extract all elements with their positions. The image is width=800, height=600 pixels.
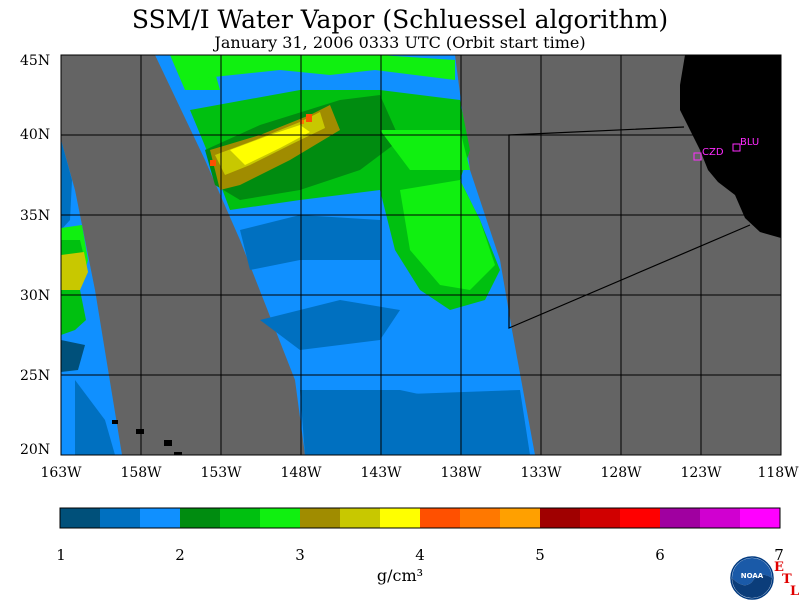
lat-label-40n: 40N bbox=[20, 127, 51, 143]
colorbar-segment bbox=[140, 508, 181, 528]
colorbar-unit-label: g/cm³ bbox=[376, 566, 424, 585]
left-swath bbox=[61, 140, 122, 455]
map-frame bbox=[60, 54, 782, 456]
lon-label-143w: 143W bbox=[360, 465, 402, 481]
station-blu-marker bbox=[732, 143, 741, 152]
land-north-america bbox=[680, 55, 781, 238]
colorbar-segment bbox=[260, 508, 301, 528]
colorbar-tick-5: 5 bbox=[535, 546, 545, 564]
etl-letter-e: E bbox=[774, 560, 784, 575]
colorbar-segment bbox=[740, 508, 781, 528]
colorbar-segment bbox=[580, 508, 621, 528]
lat-label-25n: 25N bbox=[20, 368, 51, 384]
lat-label-45n: 45N bbox=[20, 53, 51, 69]
colorbar-tick-6: 6 bbox=[655, 546, 665, 564]
colorbar-tick-4: 4 bbox=[415, 546, 425, 564]
lat-label-35n: 35N bbox=[20, 208, 51, 224]
colorbar-segment bbox=[180, 508, 221, 528]
lat-label-20n: 20N bbox=[20, 442, 51, 458]
colorbar bbox=[60, 508, 781, 528]
lat-lon-grid bbox=[61, 55, 781, 455]
colorbar-segment bbox=[500, 508, 541, 528]
lon-label-153w: 153W bbox=[200, 465, 242, 481]
colorbar-segment bbox=[60, 508, 101, 528]
station-label-blu: BLU bbox=[740, 137, 760, 148]
colorbar-segment bbox=[340, 508, 381, 528]
noaa-logo: NOAA bbox=[730, 556, 774, 600]
colorbar-tick-3: 3 bbox=[295, 546, 305, 564]
etl-letter-l: L bbox=[790, 584, 800, 599]
colorbar-segment bbox=[380, 508, 421, 528]
map-subtitle: January 31, 2006 0333 UTC (Orbit start t… bbox=[214, 33, 586, 52]
colorbar-segment bbox=[100, 508, 141, 528]
lon-label-148w: 148W bbox=[280, 465, 322, 481]
lon-label-128w: 128W bbox=[600, 465, 642, 481]
colorbar-segment bbox=[220, 508, 261, 528]
station-czd-marker bbox=[693, 152, 702, 161]
colorbar-segment bbox=[700, 508, 741, 528]
colorbar-frame bbox=[59, 507, 781, 529]
colorbar-segment bbox=[540, 508, 581, 528]
colorbar-tick-1: 1 bbox=[56, 546, 66, 564]
lon-label-163w: 163W bbox=[40, 465, 82, 481]
noaa-logo-text: NOAA bbox=[741, 572, 764, 580]
region-boundary bbox=[508, 126, 751, 329]
colorbar-segment bbox=[660, 508, 701, 528]
lon-label-118w: 118W bbox=[757, 465, 799, 481]
lon-label-123w: 123W bbox=[680, 465, 722, 481]
lat-label-30n: 30N bbox=[20, 288, 51, 304]
colorbar-segment bbox=[300, 508, 341, 528]
lon-label-138w: 138W bbox=[440, 465, 482, 481]
station-label-czd: CZD bbox=[702, 147, 724, 158]
etl-letter-t: T bbox=[782, 572, 792, 587]
colorbar-segment bbox=[420, 508, 461, 528]
map-title: SSM/I Water Vapor (Schluessel algorithm) bbox=[131, 5, 669, 34]
colorbar-tick-2: 2 bbox=[175, 546, 185, 564]
colorbar-tick-7: 7 bbox=[774, 546, 784, 564]
colorbar-segment bbox=[620, 508, 661, 528]
colorbar-segment bbox=[460, 508, 501, 528]
lon-label-158w: 158W bbox=[120, 465, 162, 481]
lon-label-133w: 133W bbox=[520, 465, 562, 481]
hawaiian-islands bbox=[112, 420, 182, 455]
middle-swath bbox=[155, 55, 535, 455]
